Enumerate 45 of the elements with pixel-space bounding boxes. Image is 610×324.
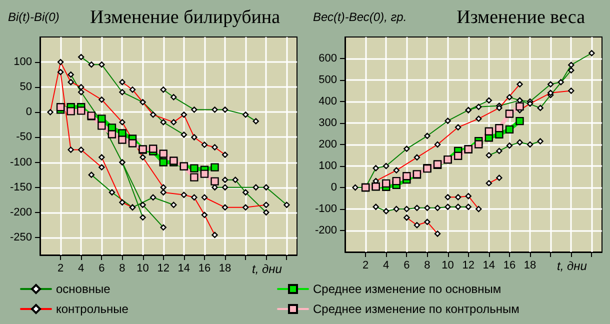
y-tick-label: -100 xyxy=(314,203,337,215)
y-tick-label: 200 xyxy=(318,138,337,150)
x-tick-label: 12 xyxy=(462,260,474,272)
y-tick-label: 100 xyxy=(318,160,337,172)
y-tick-label: 0 xyxy=(330,182,337,194)
x-tick-label: 8 xyxy=(424,260,430,272)
x-tick-label: 2 xyxy=(58,262,64,274)
y-tick-label: -150 xyxy=(10,181,32,194)
y-axis-title: Bi(t)-Bi(0) xyxy=(8,10,60,24)
y-tick-label: 400 xyxy=(318,96,337,108)
x-tick-label: 4 xyxy=(383,260,390,272)
x-tick-label: 10 xyxy=(442,260,454,272)
x-tick-label: 18 xyxy=(218,262,232,274)
legend-label: Среднее изменение по контрольным xyxy=(313,302,520,316)
legend-label: основные xyxy=(56,282,111,296)
y-tick-label: -100 xyxy=(10,156,32,168)
chart-title: Изменение веса xyxy=(456,7,586,28)
y-tick-label: 0 xyxy=(26,106,32,118)
y-tick-label: -200 xyxy=(10,206,32,218)
y-tick-label: 600 xyxy=(318,52,337,64)
y-tick-label: -50 xyxy=(16,131,32,144)
legend-label: Среднее изменение по основным xyxy=(313,282,502,296)
x-axis-title: t, дни xyxy=(557,259,588,273)
x-tick-label: 4 xyxy=(78,262,84,274)
y-tick-label: 50 xyxy=(20,81,32,94)
x-tick-label: 10 xyxy=(136,262,149,274)
x-tick-label: 6 xyxy=(98,262,105,274)
y-tick-label: -200 xyxy=(314,224,337,236)
x-tick-label: 6 xyxy=(404,260,410,272)
y-axis-title: Вес(t)-Вес(0), гр. xyxy=(313,10,407,24)
y-tick-label: 300 xyxy=(318,117,337,129)
x-tick-label: 2 xyxy=(362,260,369,272)
x-axis-title: t, дни xyxy=(252,262,282,276)
x-tick-label: 12 xyxy=(157,262,170,274)
legend-label: контрольные xyxy=(56,302,129,316)
x-tick-label: 16 xyxy=(198,262,211,274)
x-tick-label: 8 xyxy=(119,262,126,274)
y-tick-label: 100 xyxy=(14,56,32,68)
x-tick-label: 18 xyxy=(524,260,536,272)
x-tick-label: 16 xyxy=(503,260,516,272)
x-tick-label: 14 xyxy=(482,260,496,272)
y-tick-label: -250 xyxy=(10,231,32,244)
chart-title: Изменение билирубина xyxy=(90,7,281,28)
x-tick-label: 14 xyxy=(178,262,190,274)
y-tick-label: 500 xyxy=(318,74,337,86)
